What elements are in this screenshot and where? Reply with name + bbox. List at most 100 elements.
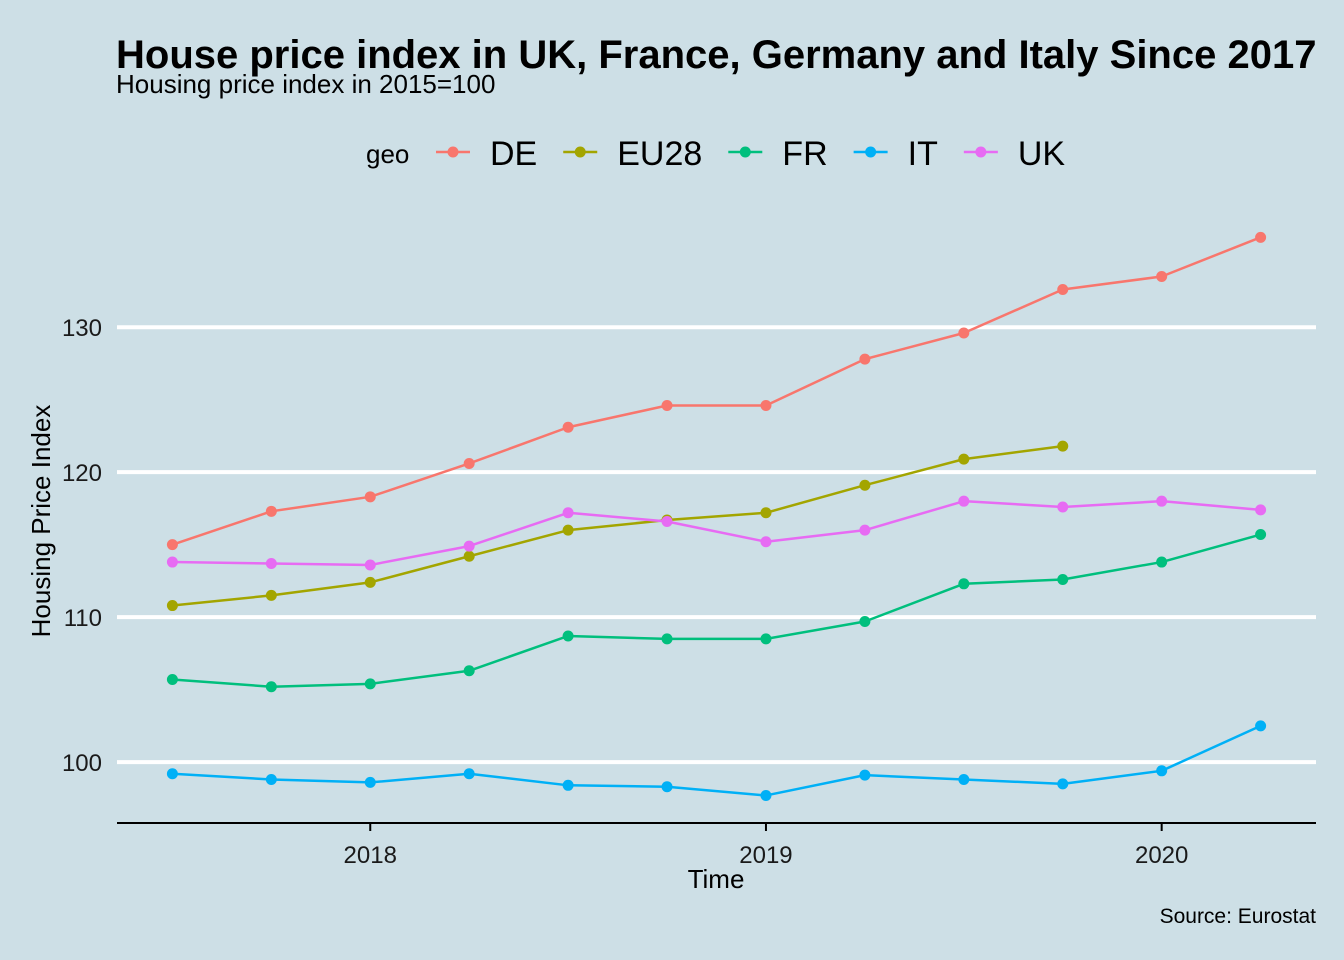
data-point	[958, 774, 970, 786]
data-point	[166, 556, 178, 568]
legend-label: FR	[782, 135, 827, 173]
series-uk	[166, 495, 1267, 571]
data-point	[463, 768, 475, 780]
data-point	[1255, 504, 1267, 516]
data-point	[760, 789, 772, 801]
data-point	[1057, 284, 1069, 296]
data-point	[1255, 720, 1267, 732]
data-point	[661, 399, 673, 411]
data-point	[1156, 765, 1168, 777]
grid	[117, 325, 1316, 765]
data-point	[265, 505, 277, 517]
series-line-uk	[172, 499, 1261, 567]
y-tick-label: 100	[62, 750, 102, 777]
data-point	[859, 615, 871, 627]
data-point	[958, 495, 970, 507]
series-de	[166, 231, 1267, 551]
series-fr	[166, 529, 1267, 693]
legend-item-fr: FR	[728, 135, 828, 173]
series-line-de	[172, 236, 1262, 546]
chart-title: House price index in UK, France, Germany…	[116, 33, 1316, 77]
data-point	[1156, 495, 1168, 507]
data-point	[562, 507, 574, 519]
legend-item-eu28: EU28	[563, 135, 702, 173]
y-tick-label: 130	[62, 315, 102, 342]
legend-item-de: DE	[436, 135, 537, 173]
y-tick-label: 120	[62, 460, 102, 487]
series-it	[166, 720, 1267, 801]
caption: Source: Eurostat	[1160, 905, 1317, 928]
legend-swatch-point	[574, 146, 586, 158]
x-axis: 2018 2019 2020	[344, 823, 1188, 869]
data-point	[661, 633, 673, 645]
legend-item-uk: UK	[963, 135, 1066, 173]
x-tick-label: 2020	[1135, 842, 1188, 869]
series-line-eu28	[172, 444, 1063, 607]
data-point	[265, 558, 277, 570]
data-point	[760, 536, 772, 548]
legend-item-it: IT	[853, 135, 938, 173]
data-point	[463, 550, 475, 562]
y-axis-title: Housing Price Index	[26, 405, 56, 638]
data-point	[859, 769, 871, 781]
data-point	[661, 515, 673, 527]
data-point	[760, 507, 772, 519]
data-point	[166, 768, 178, 780]
data-point	[760, 633, 772, 645]
x-tick-label: 2018	[344, 842, 397, 869]
legend-label: IT	[908, 135, 938, 173]
data-point	[562, 421, 574, 433]
x-axis-title: Time	[688, 864, 745, 894]
data-point	[265, 589, 277, 601]
legend-swatch-point	[447, 146, 459, 158]
legend-title: geo	[366, 139, 409, 169]
data-point	[166, 539, 178, 551]
data-point	[463, 665, 475, 677]
data-point	[364, 559, 376, 571]
legend: geo DE EU28 FR IT UK	[366, 135, 1065, 173]
data-point	[1057, 573, 1069, 585]
legend-label: DE	[490, 135, 537, 173]
data-point	[859, 524, 871, 536]
data-point	[364, 678, 376, 690]
chart-subtitle: Housing price index in 2015=100	[116, 69, 495, 99]
data-point	[760, 399, 772, 411]
data-point	[364, 776, 376, 788]
data-point	[859, 479, 871, 491]
data-point	[958, 578, 970, 590]
data-point	[463, 457, 475, 469]
data-point	[364, 576, 376, 588]
data-point	[562, 524, 574, 536]
data-point	[1255, 231, 1267, 243]
data-point	[1156, 556, 1168, 568]
legend-swatch-point	[865, 146, 877, 158]
y-axis: 100 110 120 130	[62, 315, 102, 777]
data-point	[958, 453, 970, 465]
data-point	[1057, 778, 1069, 790]
data-point	[859, 353, 871, 365]
series-line-fr	[172, 533, 1261, 688]
data-point	[562, 779, 574, 791]
data-point	[364, 491, 376, 503]
data-point	[562, 630, 574, 642]
data-point	[166, 600, 178, 612]
x-tick-label: 2019	[739, 842, 792, 869]
data-point	[265, 681, 277, 693]
data-point	[166, 673, 178, 685]
legend-swatch-point	[739, 146, 751, 158]
data-point	[958, 327, 970, 339]
data-point	[1057, 440, 1069, 452]
legend-label: UK	[1018, 135, 1066, 173]
data-point	[661, 781, 673, 793]
series-line-it	[172, 724, 1262, 797]
plot-area	[166, 231, 1267, 801]
data-point	[1156, 270, 1168, 282]
legend-label: EU28	[617, 135, 702, 173]
data-point	[1255, 529, 1267, 541]
y-tick-label: 110	[64, 605, 102, 632]
data-point	[463, 540, 475, 552]
series-eu28	[166, 440, 1069, 612]
data-point	[1057, 501, 1069, 513]
legend-swatch-point	[975, 146, 987, 158]
